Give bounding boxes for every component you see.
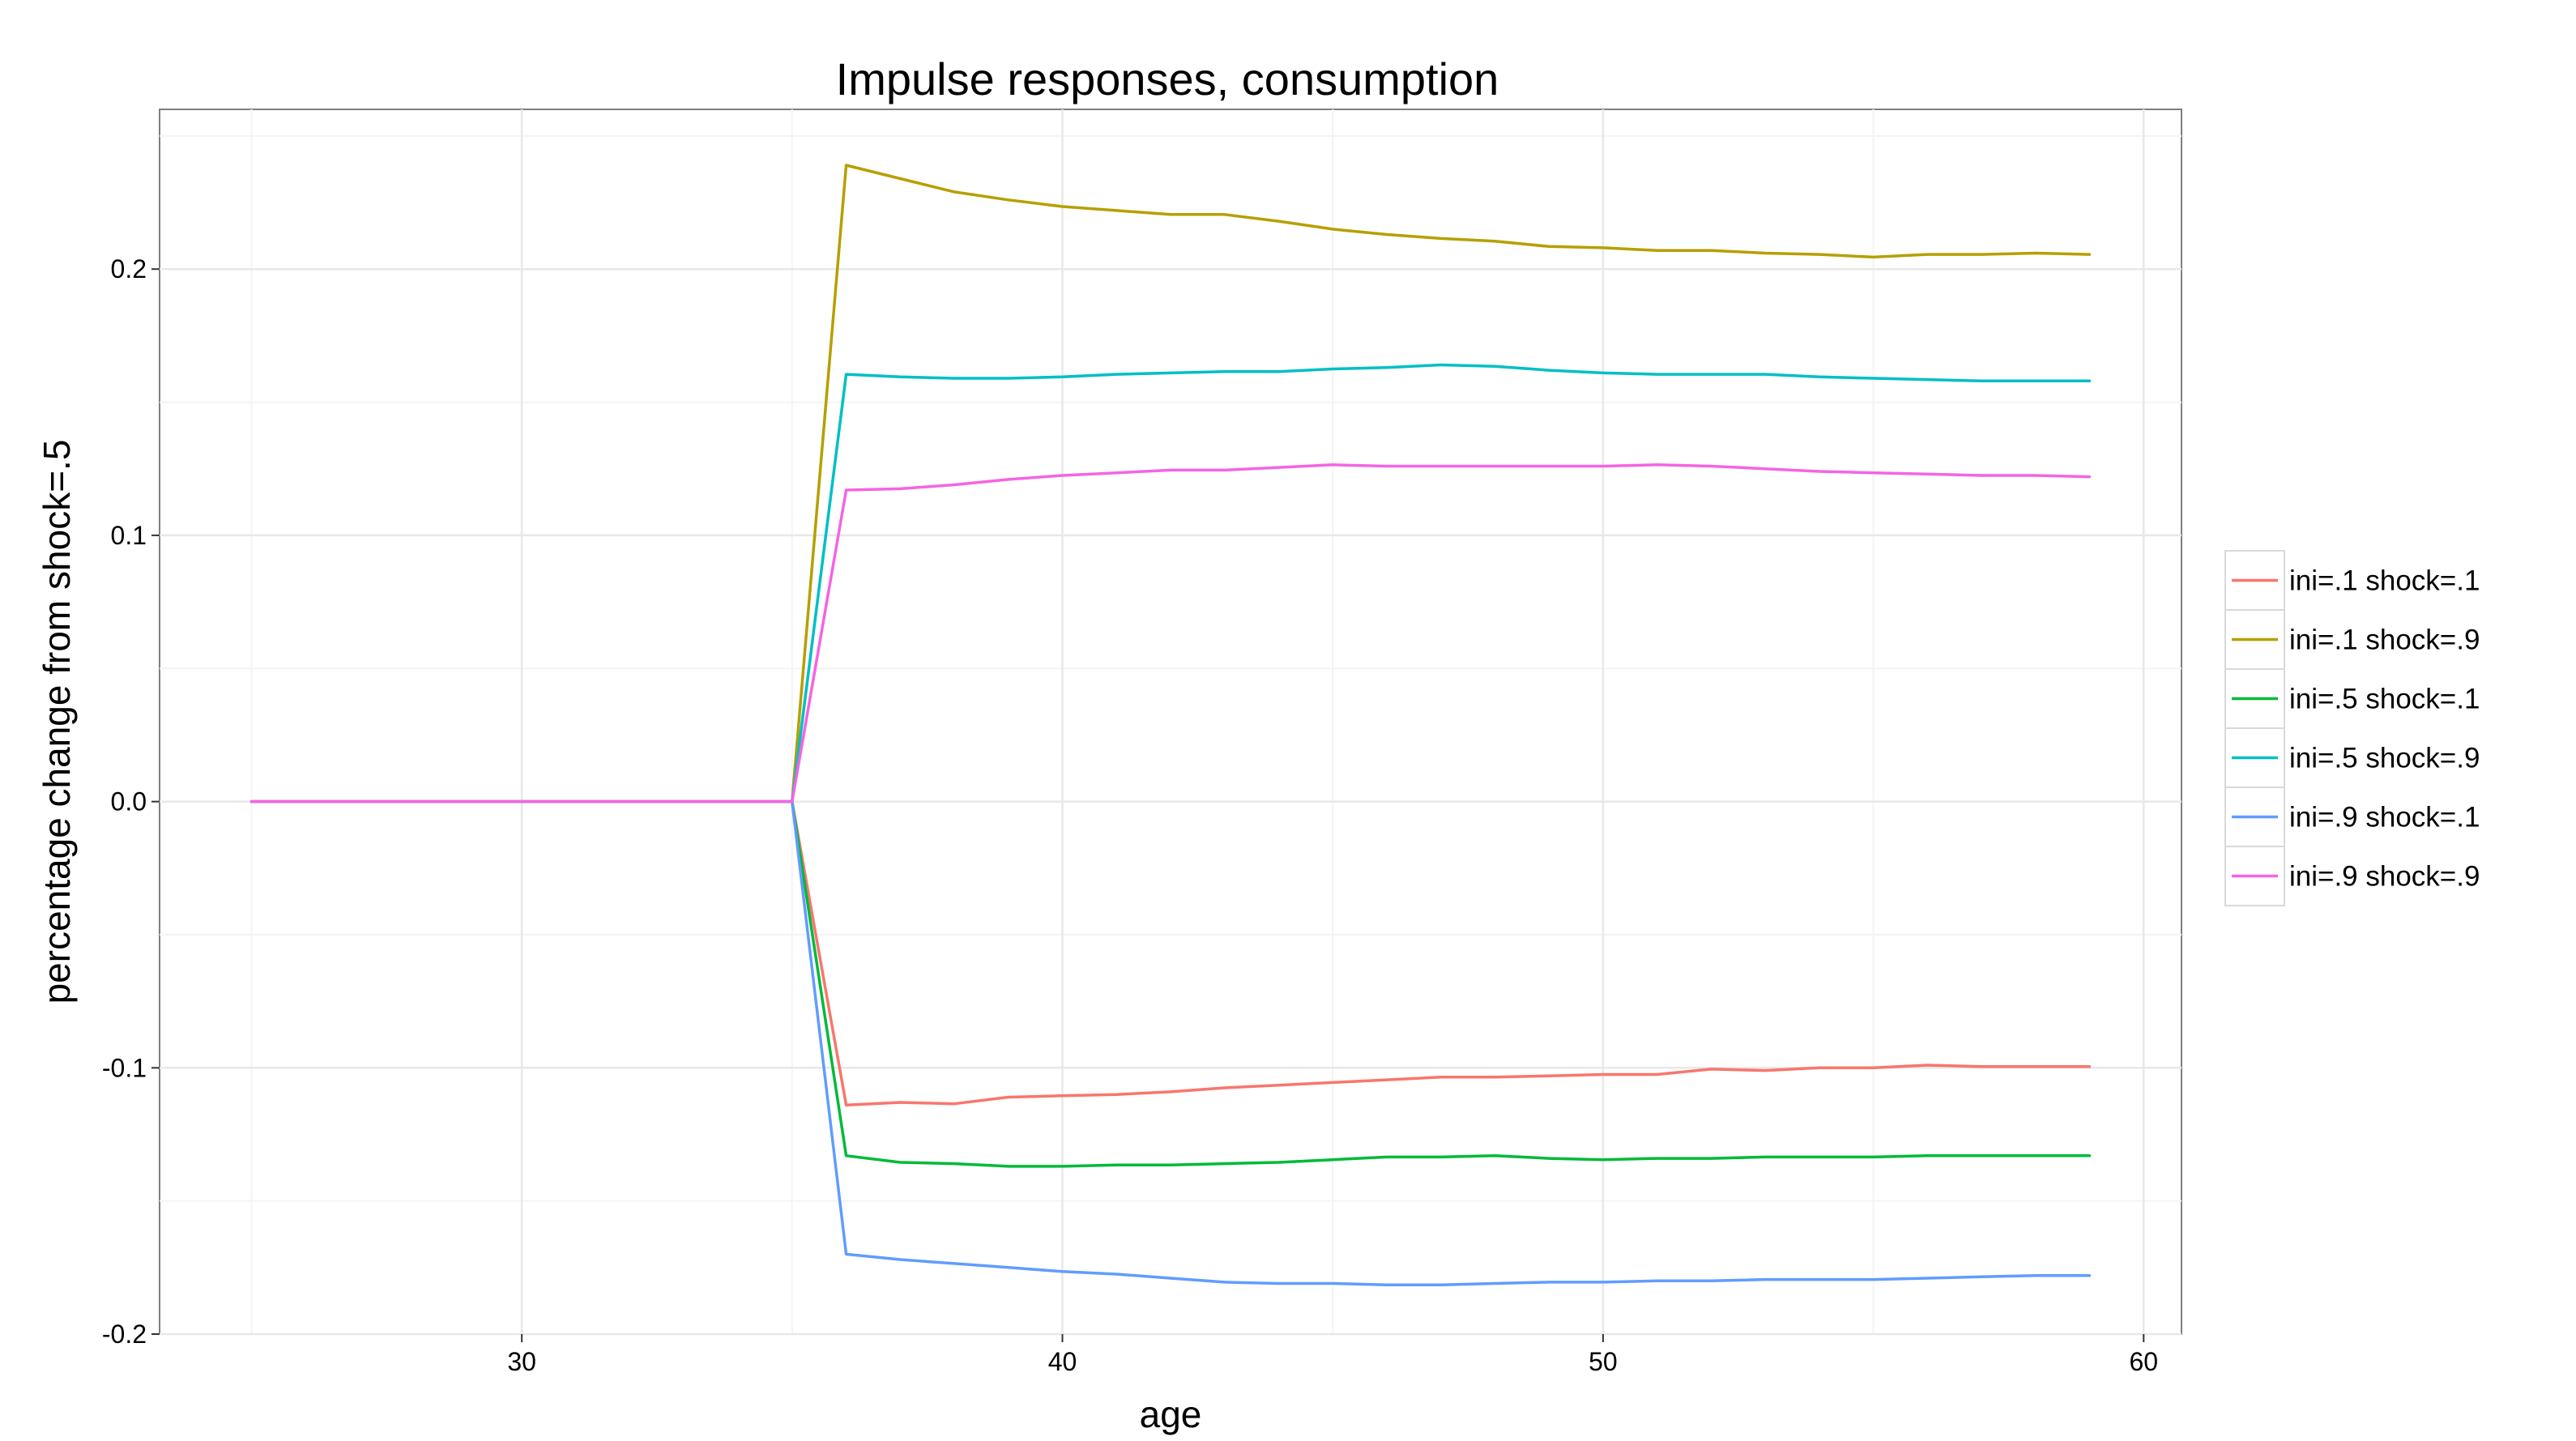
y-tick-label: -0.2	[102, 1319, 147, 1349]
series-line-6	[249, 463, 2092, 804]
y-tick-label: 0.2	[111, 254, 147, 284]
series-lines	[249, 164, 2092, 1286]
legend-label: ini=.5 shock=.1	[2289, 684, 2480, 715]
legend-label: ini=.1 shock=.1	[2289, 565, 2480, 597]
x-axis: 30 40 50 60	[507, 1334, 2158, 1376]
legend: ini=.1 shock=.1 ini=.1 shock=.9 ini=.5 sho…	[2224, 550, 2480, 906]
y-axis: -0.2 -0.1 0.0 0.1 0.2	[102, 254, 160, 1349]
legend-label: ini=.9 shock=.9	[2289, 861, 2480, 893]
grid-minor	[160, 109, 2181, 1334]
x-tick-label: 50	[1589, 1347, 1618, 1376]
legend-label: ini=.1 shock=.9	[2289, 625, 2480, 656]
x-tick-label: 40	[1048, 1347, 1077, 1376]
y-axis-title: percentage change from shock=.5	[36, 440, 78, 1004]
legend-label: ini=.9 shock=.1	[2289, 802, 2480, 833]
x-axis-title: age	[1140, 1393, 1202, 1435]
legend-label: ini=.5 shock=.9	[2289, 743, 2480, 774]
y-tick-label: 0.1	[111, 521, 147, 550]
plot-panel	[159, 109, 2182, 1336]
x-tick-label: 30	[507, 1347, 536, 1376]
chart-title: Impulse responses, consumption	[836, 53, 1499, 104]
grid-major	[160, 109, 2181, 1336]
y-tick-label: -0.1	[102, 1053, 147, 1082]
plot-background	[159, 109, 2182, 1335]
x-tick-label: 60	[2129, 1347, 2158, 1376]
y-tick-label: 0.0	[111, 787, 147, 816]
